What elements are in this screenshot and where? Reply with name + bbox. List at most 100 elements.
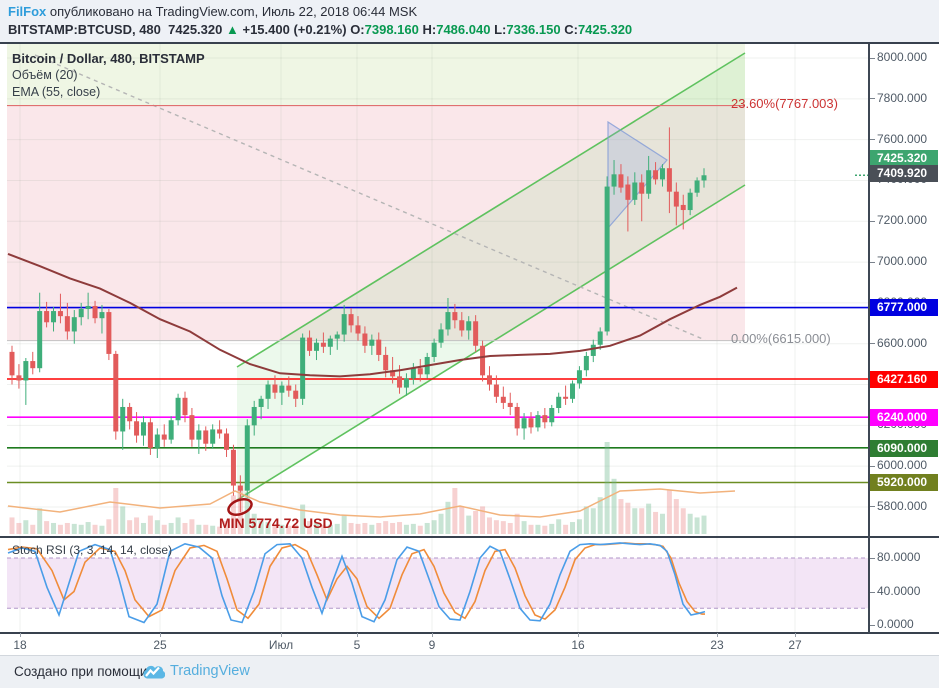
volume-bar	[528, 524, 534, 534]
low-value: 7336.150	[506, 22, 561, 37]
volume-bar	[37, 508, 43, 534]
x-axis-tick-label: 25	[153, 638, 167, 652]
candle-body	[237, 485, 243, 491]
y-axis-tick-label: 5800.000	[877, 498, 928, 513]
axis-border	[868, 44, 870, 633]
volume-bar	[611, 478, 617, 534]
y-axis-tick-label: 7800.000	[877, 90, 928, 105]
volume-bar	[542, 525, 548, 534]
volume-bar	[44, 521, 50, 534]
legend-volume[interactable]: Объём (20)	[12, 68, 78, 82]
stoch-rsi-canvas[interactable]	[7, 538, 869, 632]
candle-body	[452, 312, 458, 321]
candle-body	[473, 321, 479, 346]
candle-body	[576, 370, 582, 384]
volume-bar	[625, 502, 631, 534]
x-axis-tick-mark	[357, 633, 358, 637]
candle-body	[154, 434, 160, 448]
candle-body	[701, 175, 707, 181]
volume-bar	[500, 521, 506, 534]
candle-body	[293, 390, 299, 399]
open-label: O:	[350, 22, 365, 37]
volume-bar	[403, 524, 409, 534]
candle-body	[37, 311, 43, 369]
x-axis-tick-label: 23	[710, 638, 724, 652]
volume-bar	[659, 513, 665, 534]
volume-bar	[147, 515, 153, 534]
volume-bar	[376, 522, 382, 534]
footer-bar: Создано при помощи TradingView	[0, 655, 939, 688]
x-axis-tick-label: 16	[571, 638, 585, 652]
volume-bar	[348, 522, 354, 534]
candle-body	[500, 396, 506, 403]
volume-bar	[438, 513, 444, 534]
candle-body	[327, 338, 333, 347]
volume-bar	[570, 522, 576, 534]
volume-bar	[286, 525, 292, 534]
candle-body	[92, 305, 98, 319]
symbol-label[interactable]: BITSTAMP:BTCUSD, 480	[8, 22, 161, 37]
x-axis-tick-mark	[578, 633, 579, 637]
candle-body	[251, 406, 257, 426]
candle-body	[244, 425, 250, 491]
candle-body	[431, 342, 437, 357]
source-link[interactable]: FilFox	[8, 4, 47, 19]
volume-bar	[673, 499, 679, 534]
volume-bar	[466, 515, 472, 534]
volume-bar	[327, 524, 333, 534]
y-axis-tick-label: 6600.000	[877, 335, 928, 350]
candle-body	[514, 406, 520, 429]
candle-body	[147, 422, 153, 448]
volume-bar	[687, 513, 693, 534]
volume-bar	[182, 522, 188, 534]
volume-bar	[576, 519, 582, 534]
header-separator	[0, 42, 939, 44]
price-badge: 6777.000	[870, 298, 938, 316]
candle-body	[376, 339, 382, 355]
price-badge: 5920.000	[870, 473, 938, 491]
volume-bar	[265, 522, 271, 534]
volume-bar	[307, 521, 313, 534]
candle-body	[666, 168, 672, 192]
candle-body	[78, 309, 84, 318]
candle-body	[618, 174, 624, 188]
candle-body	[140, 422, 146, 436]
volume-bar	[521, 521, 527, 534]
candle-body	[9, 351, 15, 376]
volume-bar	[397, 522, 403, 534]
candle-body	[334, 334, 340, 339]
main-chart-canvas[interactable]	[7, 44, 869, 536]
candle-body	[127, 406, 133, 422]
fib-236-label: 23.60%(7767.003)	[731, 96, 838, 111]
stoch-rsi-legend[interactable]: Stoch RSI (3, 3, 14, 14, close)	[12, 543, 173, 557]
volume-bar	[383, 521, 389, 534]
candle-body	[307, 337, 313, 351]
candle-body	[279, 385, 285, 393]
legend-ema[interactable]: EMA (55, close)	[12, 85, 101, 99]
tradingview-brand-link[interactable]: TradingView	[170, 663, 250, 679]
candle-body	[182, 397, 188, 416]
candle-body	[230, 449, 236, 486]
legend-title[interactable]: Bitcoin / Dollar, 480, BITSTAMP	[12, 51, 205, 66]
candle-body	[563, 396, 569, 399]
volume-bar	[452, 488, 458, 534]
y-axis-tick-label: 7200.000	[877, 213, 928, 228]
candle-body	[521, 418, 527, 429]
price-badge: 7409.920	[870, 164, 938, 182]
volume-bar	[293, 524, 299, 534]
y-axis-tick-label: 6000.000	[877, 458, 928, 473]
candle-body	[549, 408, 555, 423]
volume-bar	[320, 524, 326, 534]
stoch-axis-tick-mark	[870, 557, 875, 559]
candle-body	[99, 312, 105, 319]
tradingview-logo-icon[interactable]	[141, 662, 165, 684]
volume-bar	[140, 522, 146, 534]
candle-body	[16, 375, 22, 381]
volume-bar	[369, 524, 375, 534]
high-label: H:	[422, 22, 437, 37]
stoch-axis-tick-mark	[870, 624, 875, 626]
volume-bar	[549, 523, 555, 534]
volume-bar	[410, 523, 416, 534]
volume-bar	[99, 525, 105, 534]
volume-bar	[355, 523, 361, 534]
